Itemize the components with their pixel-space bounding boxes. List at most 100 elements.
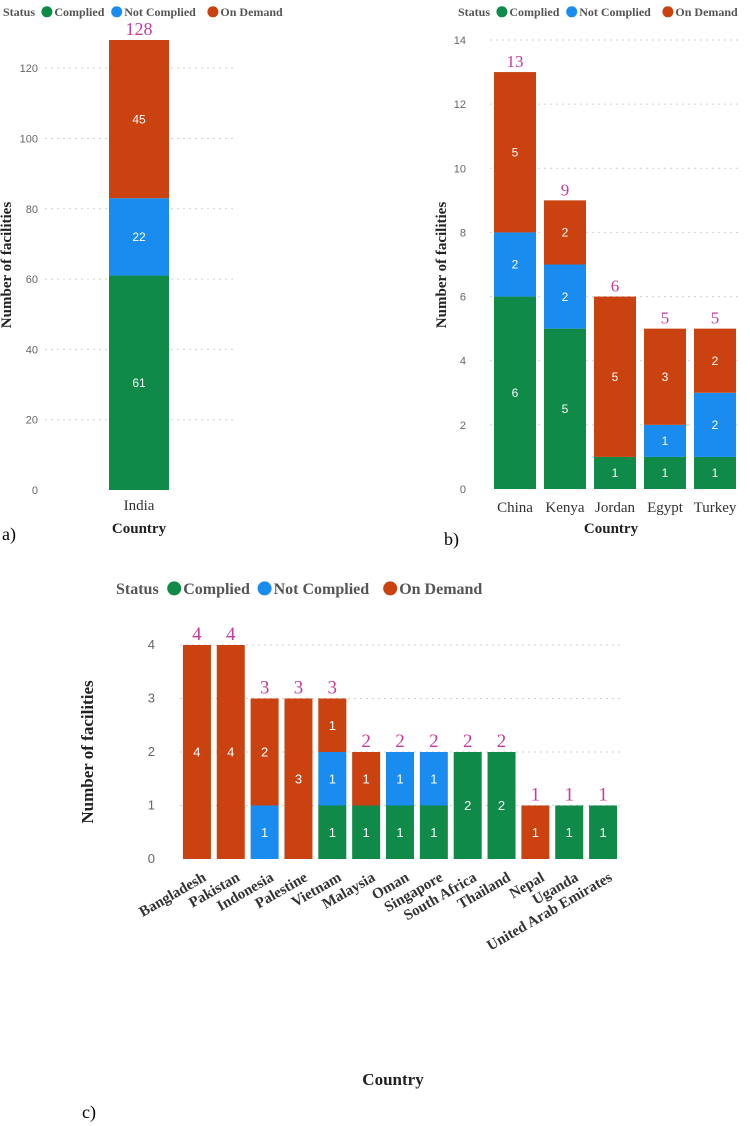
legend-item-not-complied: Not Complied: [579, 5, 651, 19]
y-tick-label: 1: [148, 798, 155, 813]
data-label: 2: [712, 354, 719, 368]
x-tick-label: Jordan: [595, 500, 635, 516]
y-tick-label: 3: [148, 691, 155, 706]
bar-segment-on-demand: [318, 698, 347, 752]
bar-segment-not-complied: [494, 232, 536, 297]
total-label: 1: [531, 785, 541, 806]
data-label: 1: [261, 825, 268, 840]
data-label: 2: [512, 258, 519, 272]
data-label: 2: [712, 418, 719, 432]
total-label: 5: [661, 309, 670, 328]
legend-dot-complied: [496, 6, 508, 18]
bar-segment-on-demand: [521, 805, 550, 859]
legend-dot-not-complied: [257, 581, 272, 596]
x-tick-label: India: [124, 498, 155, 514]
legend-dot-not-complied: [566, 6, 578, 18]
bar-segment-complied: [644, 456, 686, 489]
total-label: 2: [361, 731, 371, 752]
y-axis-title: Number of facilities: [78, 680, 97, 824]
bar-segment-on-demand: [216, 645, 245, 859]
bar-segment-on-demand: [644, 328, 686, 425]
legend-item-not-complied: Not Complied: [274, 581, 370, 598]
total-label: 2: [463, 731, 473, 752]
legend: Status Complied Not Complied On Demand: [458, 5, 738, 19]
bar-segment-on-demand: [250, 698, 279, 806]
total-label: 4: [226, 624, 236, 645]
bar-segment-complied: [694, 456, 736, 489]
y-tick-label: 60: [26, 274, 38, 286]
bar-segment-on-demand: [109, 40, 169, 199]
y-axis-title: Number of facilities: [0, 202, 15, 329]
bar-segment-not-complied: [544, 264, 586, 329]
total-label: 1: [564, 785, 574, 806]
legend-item-complied: Complied: [183, 581, 250, 598]
x-tick-label: Turkey: [694, 500, 737, 516]
data-label: 1: [329, 718, 336, 733]
data-label: 5: [512, 145, 519, 159]
bar-segment-complied: [386, 805, 414, 859]
legend-item-complied: Complied: [509, 5, 559, 19]
data-label: 2: [562, 226, 569, 240]
bar-segment-complied: [544, 328, 586, 489]
legend: Status Complied Not Complied On Demand: [116, 581, 482, 598]
bar-segment-complied: [555, 805, 584, 859]
data-label: 1: [566, 825, 573, 840]
y-tick-label: 4: [460, 356, 466, 368]
total-label: 2: [497, 731, 507, 752]
y-tick-label: 12: [454, 99, 466, 111]
bar-segment-on-demand: [352, 752, 381, 806]
panel-letter: a): [2, 524, 16, 545]
total-label: 3: [328, 678, 338, 699]
legend-dot-on-demand: [207, 6, 219, 18]
legend-item-on-demand: On Demand: [399, 581, 482, 598]
bar-segment-on-demand: [594, 296, 636, 457]
data-label: 61: [132, 376, 146, 390]
y-tick-label: 8: [460, 227, 466, 239]
total-label: 4: [192, 624, 202, 645]
bar-segment-complied: [589, 805, 618, 859]
total-label: 3: [294, 678, 304, 699]
data-label: 1: [363, 771, 370, 786]
data-label: 2: [498, 798, 505, 813]
data-label: 1: [662, 466, 669, 480]
data-label: 2: [261, 745, 268, 760]
bar-segment-not-complied: [694, 392, 736, 457]
bar-segment-complied: [594, 456, 636, 489]
chart-panel-c: Status Complied Not Complied On Demand 0 1 2 3 4…: [78, 581, 620, 1123]
data-label: 1: [363, 825, 370, 840]
legend-item-on-demand: On Demand: [675, 5, 738, 19]
data-label: 2: [562, 290, 569, 304]
y-tick-label: 2: [460, 420, 466, 432]
y-tick-label: 10: [454, 163, 466, 175]
chart-panel-a: Status Complied Not Complied On Demand 0 20 40…: [0, 5, 283, 545]
bar-segment-complied: [487, 752, 516, 859]
data-label: 1: [329, 825, 336, 840]
y-tick-label: 6: [460, 292, 466, 304]
y-tick-label: 20: [26, 415, 38, 427]
data-label: 1: [612, 466, 619, 480]
x-axis-title: Country: [584, 521, 639, 537]
total-label: 2: [429, 731, 439, 752]
data-label: 3: [662, 370, 669, 384]
bar-segment-complied: [318, 805, 347, 859]
y-tick-label: 2: [148, 744, 155, 759]
x-tick-label: Egypt: [647, 500, 684, 516]
data-label: 45: [132, 112, 146, 126]
bar-segment-complied: [419, 805, 448, 859]
legend-dot-on-demand: [662, 6, 674, 18]
data-label: 1: [662, 434, 669, 448]
bar-segment-on-demand: [694, 328, 736, 393]
legend-dot-complied: [167, 581, 182, 596]
total-label: 9: [561, 180, 570, 199]
y-axis-title: Number of facilities: [434, 202, 450, 329]
data-label: 4: [193, 745, 200, 760]
legend-title: Status: [458, 5, 490, 19]
legend-item-complied: Complied: [54, 5, 104, 19]
data-label: 5: [562, 402, 569, 416]
x-axis-title: Country: [112, 521, 167, 537]
data-label: 1: [430, 825, 437, 840]
total-label: 128: [126, 19, 153, 39]
legend-dot-not-complied: [111, 6, 123, 18]
data-label: 1: [396, 825, 403, 840]
bar-segment-complied: [453, 752, 482, 859]
